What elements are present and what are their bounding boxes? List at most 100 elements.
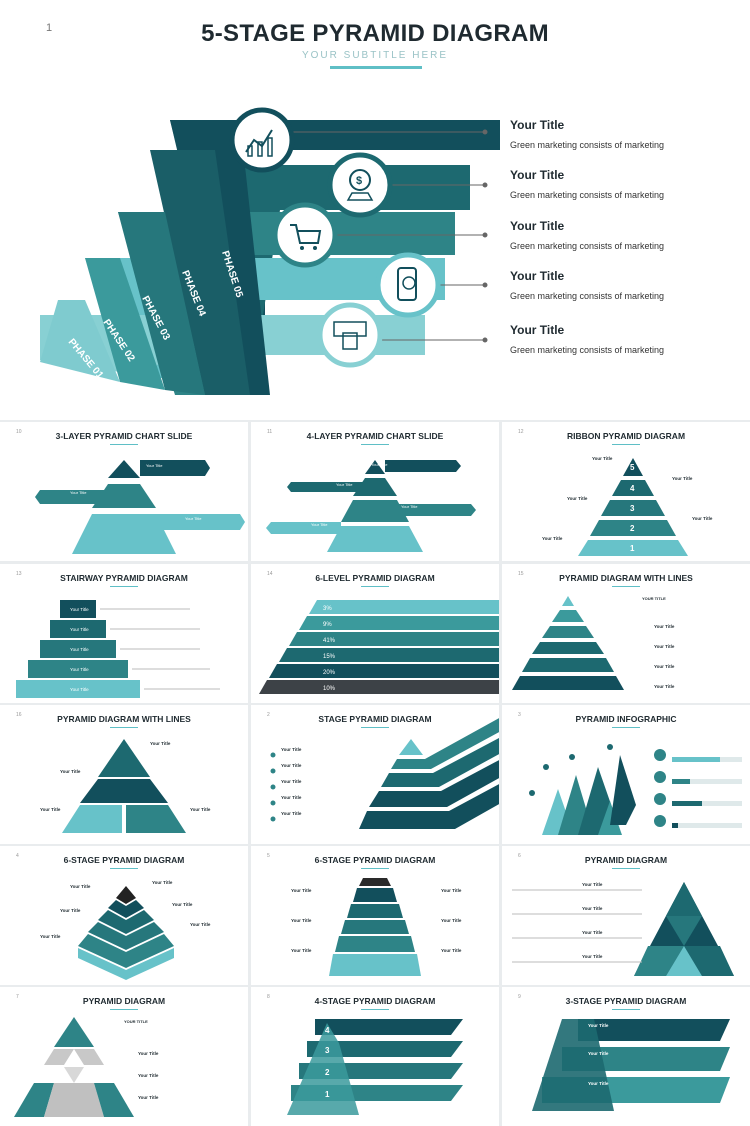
thumb-title: 6-LEVEL PYRAMID DIAGRAM (315, 573, 435, 583)
thumbnail-slide[interactable]: 12 RIBBON PYRAMID DIAGRAM 5 4 3 2 1 Your… (502, 422, 750, 561)
entry-title: Your Title (510, 118, 565, 132)
main-slide[interactable]: 1 5-STAGE PYRAMID DIAGRAM YOUR SUBTITLE … (0, 0, 750, 420)
level-number: 4 (630, 484, 635, 493)
thumbnail-slide[interactable]: 6 PYRAMID DIAGRAM Your Title Your Title … (502, 846, 750, 985)
thumb-label: Your Title (582, 906, 603, 911)
entry-desc: Green marketing consists of marketing (510, 190, 665, 200)
thumb-label: Your Title (70, 627, 89, 632)
thumb-number: 6 (518, 853, 521, 859)
thumbnail-slide[interactable]: 16 PYRAMID DIAGRAM WITH LINES Your Title… (0, 705, 248, 844)
thumb-label: Your Title (60, 908, 81, 913)
entry-5: Your Title Green marketing consists of m… (510, 323, 740, 355)
entry-4: Your Title Green marketing consists of m… (510, 269, 740, 301)
thumb-underline (612, 868, 640, 869)
thumb-label: Your Title (441, 888, 462, 893)
percent-label: 9% (323, 622, 332, 628)
entry-desc: Green marketing consists of marketing (510, 140, 665, 150)
page-number: 1 (46, 22, 53, 34)
thumb-label: Your Title (654, 624, 675, 629)
thumbnail-slide[interactable]: 3 PYRAMID INFOGRAPHIC (502, 705, 750, 844)
thumbnail-slide[interactable]: 14 6-LEVEL PYRAMID DIAGRAM 3% 9% 41% 15%… (251, 564, 499, 703)
chart-icon (229, 107, 295, 173)
entry-1: Your Title Green marketing consists of m… (510, 118, 740, 150)
thumb-number: 7 (16, 994, 19, 1000)
list-header: YOUR TITLE (124, 1019, 148, 1024)
thumb-underline (110, 868, 138, 869)
thumb-label: Your Title (40, 807, 61, 812)
thumb-label: Your Title (592, 456, 613, 461)
thumb-label: Your Title (172, 902, 193, 907)
thumb-underline (612, 586, 640, 587)
percent-label: 3% (323, 606, 332, 612)
cone-phase-01 (40, 300, 120, 382)
svg-text:$: $ (356, 175, 362, 187)
thumb-number: 12 (518, 429, 524, 435)
ribbon-pyramid: 5 4 3 2 1 Your Title Your Title Your Tit… (542, 456, 713, 556)
title-underline (330, 66, 422, 69)
level-number: 3 (630, 504, 635, 513)
thumb-underline (361, 868, 389, 869)
thumb-label: Your Title (654, 644, 675, 649)
level-number: 1 (325, 1090, 330, 1099)
thumb-number: 13 (16, 571, 22, 577)
thumb-label: Your Title (441, 918, 462, 923)
card-payment-icon (317, 302, 383, 368)
thumb-underline (361, 727, 389, 728)
percent-label: 41% (323, 638, 336, 644)
thumb-title: PYRAMID DIAGRAM WITH LINES (559, 573, 693, 583)
thumb-label: Your Title (291, 888, 312, 893)
thumb-number: 11 (267, 429, 273, 435)
four-stage-pyramid: 4 3 2 1 (287, 1019, 463, 1115)
thumbnail-slide[interactable]: 7 PYRAMID DIAGRAM YOUR TITLE Your Title … (0, 987, 248, 1126)
thumb-label: Your Title (70, 687, 89, 692)
thumbnail-slide[interactable]: 13 STAIRWAY PYRAMID DIAGRAM Your Title Y… (0, 564, 248, 703)
location-dollar-icon: $ (327, 152, 393, 218)
thumbnail-slide[interactable]: 4 6-STAGE PYRAMID DIAGRAM Your Title You… (0, 846, 248, 985)
pyramid-infographic (529, 744, 742, 835)
thumb-number: 3 (518, 712, 521, 718)
faceted-pyramid: Your Title Your Title Your Title Your Ti… (512, 882, 734, 976)
thumbnail-slide[interactable]: 5 6-STAGE PYRAMID DIAGRAM Your Title You… (251, 846, 499, 985)
thumb-label: Your Title (692, 516, 713, 521)
thumb-label: Your Title (371, 462, 388, 467)
three-stage-pyramid: Your Title Your Title Your Title (532, 1019, 730, 1111)
pyramid-with-lines: YOUR TITLE Your Title Your Title Your Ti… (512, 596, 675, 690)
level-number: 2 (325, 1068, 330, 1077)
thumbnail-slide[interactable]: 8 4-STAGE PYRAMID DIAGRAM 4 3 2 1 (251, 987, 499, 1126)
thumb-number: 16 (16, 712, 22, 718)
thumb-title: PYRAMID DIAGRAM (584, 855, 668, 865)
thumb-title: 4-LAYER PYRAMID CHART SLIDE (306, 431, 444, 441)
percent-label: 15% (323, 654, 336, 660)
six-stage-pyramid-tower: Your Title Your Title Your Title Your Ti… (291, 878, 462, 976)
thumb-label: Your Title (311, 522, 328, 527)
thumbnail-slide[interactable]: 15 PYRAMID DIAGRAM WITH LINES YOUR TITLE… (502, 564, 750, 703)
thumb-label: Your Title (138, 1095, 159, 1100)
thumbnail-slide[interactable]: 10 3-LAYER PYRAMID CHART SLIDE Your Titl… (0, 422, 248, 561)
thumb-label: Your Title (654, 664, 675, 669)
thumb-title: STAGE PYRAMID DIAGRAM (318, 714, 432, 724)
cart-icon (272, 202, 338, 268)
entry-desc: Green marketing consists of marketing (510, 345, 665, 355)
thumb-label: Your Title (441, 948, 462, 953)
thumb-title: 6-STAGE PYRAMID DIAGRAM (314, 855, 436, 865)
slide-subtitle: YOUR SUBTITLE HERE (301, 50, 449, 61)
thumb-label: Your Title (40, 934, 61, 939)
thumbnail-slide[interactable]: 11 4-LAYER PYRAMID CHART SLIDE Your Titl… (251, 422, 499, 561)
thumbnail-slide[interactable]: 2 STAGE PYRAMID DIAGRAM Your Title Your … (251, 705, 499, 844)
thumb-title: 3-STAGE PYRAMID DIAGRAM (565, 996, 687, 1006)
thumb-label: Your Title (281, 779, 302, 784)
thumb-title: PYRAMID DIAGRAM WITH LINES (57, 714, 191, 724)
thumb-underline (361, 1009, 389, 1010)
entry-desc: Green marketing consists of marketing (510, 291, 665, 301)
thumbnail-slide[interactable]: 9 3-STAGE PYRAMID DIAGRAM Your Title You… (502, 987, 750, 1126)
thumb-label: Your Title (281, 747, 302, 752)
thumb-label: Your Title (70, 667, 89, 672)
thumb-label: Your Title (291, 918, 312, 923)
thumb-label: Your Title (336, 482, 353, 487)
thumb-underline (612, 727, 640, 728)
entry-3: Your Title Green marketing consists of m… (510, 219, 740, 251)
thumb-number: 8 (267, 994, 270, 1000)
thumb-label: Your Title (582, 954, 603, 959)
thumb-number: 4 (16, 853, 19, 859)
entry-title: Your Title (510, 219, 565, 233)
